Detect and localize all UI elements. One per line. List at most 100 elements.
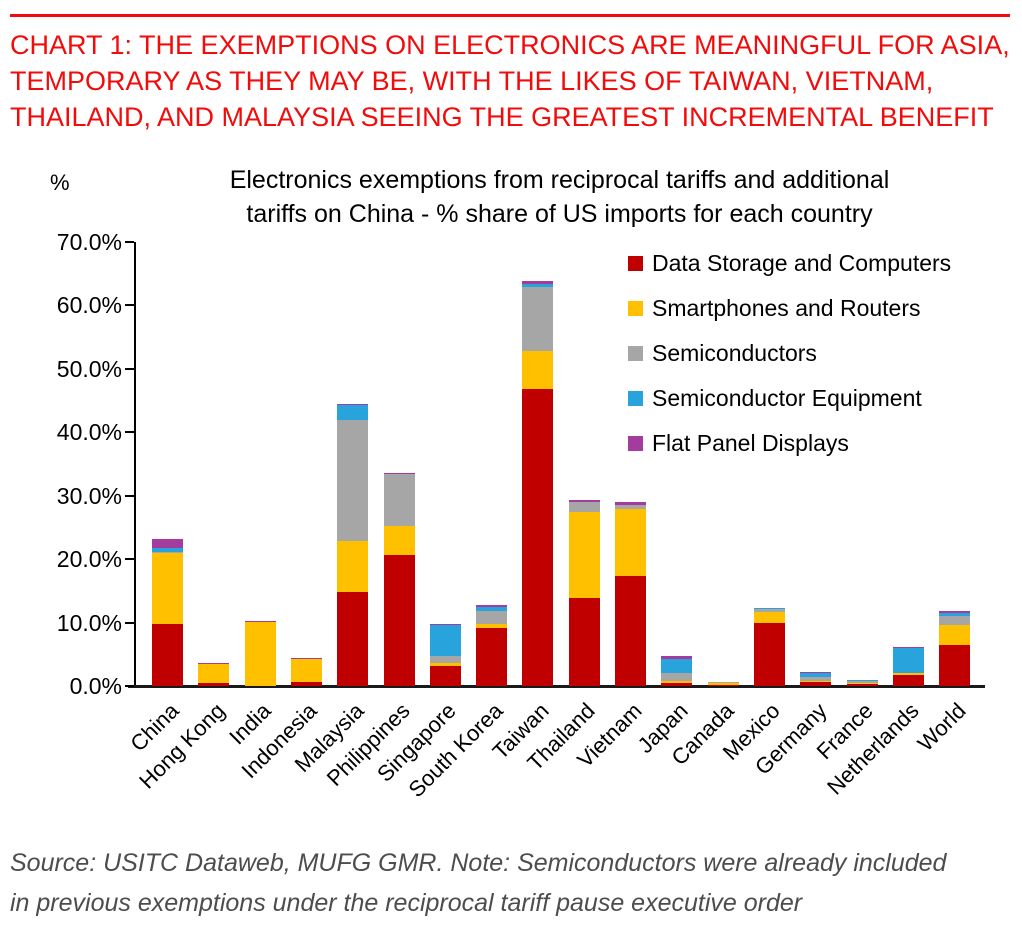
legend-label: Smartphones and Routers	[652, 295, 921, 321]
bar-segment-semiconductors	[152, 552, 183, 554]
bar-canada	[707, 682, 739, 686]
bar-segment-data-storage-and-computers	[707, 685, 739, 686]
bar-segment-data-storage-and-computers	[939, 645, 971, 686]
bar-segment-smartphones-and-routers	[476, 624, 508, 628]
bar-world	[939, 611, 971, 686]
bar-segment-flat-panel-displays	[337, 403, 369, 405]
bar-hong-kong	[198, 663, 230, 686]
bar-segment-semiconductor-equipment	[846, 680, 878, 681]
bar-singapore	[429, 624, 461, 686]
bar-segment-semiconductor-equipment	[476, 607, 508, 612]
bar-segment-semiconductor-equipment	[939, 613, 971, 617]
bar-segment-smartphones-and-routers	[568, 511, 600, 598]
bar-segment-data-storage-and-computers	[846, 684, 878, 686]
bar-segment-flat-panel-displays	[661, 655, 693, 659]
legend-label: Flat Panel Displays	[652, 430, 849, 456]
bar-segment-semiconductors	[337, 419, 369, 542]
chart-headline: CHART 1: THE EXEMPTIONS ON ELECTRONICS A…	[10, 27, 1014, 135]
bar-segment-data-storage-and-computers	[753, 623, 785, 686]
bar-segment-smartphones-and-routers	[800, 680, 832, 683]
y-axis-tick-label: 0.0%	[69, 673, 122, 699]
legend-label: Data Storage and Computers	[652, 250, 952, 276]
bar-thailand	[568, 499, 600, 686]
bar-france	[846, 679, 878, 686]
bar-segment-smartphones-and-routers	[383, 525, 415, 556]
bar-segment-data-storage-and-computers	[198, 683, 230, 686]
bar-philippines	[383, 472, 415, 686]
bar-segment-smartphones-and-routers	[522, 351, 554, 390]
bar-segment-smartphones-and-routers	[429, 662, 461, 667]
bar-segment-smartphones-and-routers	[198, 664, 230, 684]
chart-title: Electronics exemptions from reciprocal t…	[134, 163, 985, 231]
bar-segment-flat-panel-displays	[152, 539, 183, 549]
bar-segment-flat-panel-displays	[846, 679, 878, 681]
bar-segment-semiconductors	[661, 673, 693, 681]
y-axis-tick-label: 40.0%	[56, 419, 122, 446]
bar-segment-semiconductor-equipment	[337, 405, 369, 420]
bar-segment-data-storage-and-computers	[152, 624, 183, 686]
bar-segment-smartphones-and-routers	[337, 541, 369, 593]
bar-segment-data-storage-and-computers	[800, 682, 832, 686]
bar-segment-smartphones-and-routers	[290, 659, 322, 682]
source-note-line-1: Source: USITC Dataweb, MUFG GMR. Note: S…	[10, 849, 947, 877]
bar-segment-flat-panel-displays	[476, 605, 508, 608]
bar-segment-data-storage-and-computers	[429, 666, 461, 686]
legend-label: Semiconductor Equipment	[652, 385, 922, 411]
legend-swatch-icon	[628, 346, 643, 361]
bar-india	[244, 620, 276, 686]
bar-segment-data-storage-and-computers	[661, 682, 693, 686]
legend-swatch-icon	[628, 436, 643, 451]
source-note-line-2: in previous exemptions under the recipro…	[10, 889, 803, 917]
bar-south-korea	[476, 605, 508, 686]
chart-title-line-1: Electronics exemptions from reciprocal t…	[229, 166, 890, 194]
bar-segment-data-storage-and-computers	[337, 592, 369, 686]
legend-item-flat-panel-displays: Flat Panel Displays	[628, 430, 951, 456]
y-axis-tick-label: 20.0%	[56, 546, 122, 573]
bar-segment-semiconductor-equipment	[429, 625, 461, 657]
legend-item-data-storage-and-computers: Data Storage and Computers	[628, 250, 952, 276]
y-axis-tick-mark	[125, 367, 134, 370]
y-axis-line	[134, 242, 136, 686]
bar-segment-data-storage-and-computers	[568, 597, 600, 686]
bar-segment-flat-panel-displays	[198, 663, 230, 665]
chart-title-line-2: tariffs on China - % share of US imports…	[246, 200, 873, 228]
x-axis-line	[128, 685, 985, 688]
bar-segment-semiconductors	[615, 504, 646, 510]
bar-netherlands	[892, 647, 924, 686]
source-note: Source: USITC Dataweb, MUFG GMR. Note: S…	[10, 843, 1014, 923]
y-axis-tick-label: 50.0%	[56, 355, 122, 382]
bar-segment-semiconductors	[939, 616, 971, 626]
y-axis-tick-mark	[125, 621, 134, 624]
legend-swatch-icon	[628, 256, 643, 271]
bar-segment-data-storage-and-computers	[383, 555, 415, 686]
bar-segment-semiconductors	[383, 474, 415, 526]
y-axis-tick-mark	[125, 431, 134, 434]
bar-indonesia	[290, 658, 322, 686]
y-axis-tick-mark	[125, 494, 134, 497]
bar-segment-semiconductor-equipment	[892, 647, 924, 673]
y-axis-tick-label: 30.0%	[56, 482, 122, 509]
y-axis-tick-mark	[125, 304, 134, 307]
y-axis-tick-mark	[125, 241, 134, 243]
bar-segment-flat-panel-displays	[568, 499, 600, 503]
y-axis-tick-mark	[125, 685, 134, 687]
bar-segment-semiconductor-equipment	[661, 658, 693, 674]
bar-segment-smartphones-and-routers	[892, 672, 924, 675]
bar-segment-semiconductor-equipment	[522, 283, 554, 287]
bar-segment-data-storage-and-computers	[522, 389, 554, 686]
legend-item-smartphones-and-routers: Smartphones and Routers	[628, 295, 951, 321]
y-axis-unit-label: %	[50, 170, 70, 195]
bar-segment-semiconductors	[568, 502, 600, 512]
legend: Data Storage and Computers Smartphones an…	[628, 250, 952, 477]
legend-label: Semiconductors	[652, 340, 817, 366]
bar-segment-semiconductors	[522, 287, 554, 352]
bar-segment-flat-panel-displays	[892, 647, 924, 648]
bar-segment-flat-panel-displays	[939, 611, 971, 614]
bar-segment-semiconductors	[707, 682, 739, 684]
bar-segment-semiconductors	[800, 677, 832, 681]
bar-segment-data-storage-and-computers	[290, 681, 322, 686]
y-axis-tick-label: 60.0%	[56, 292, 122, 319]
bar-segment-flat-panel-displays	[522, 281, 554, 284]
bar-taiwan	[522, 281, 554, 686]
bar-segment-semiconductor-equipment	[800, 672, 832, 678]
